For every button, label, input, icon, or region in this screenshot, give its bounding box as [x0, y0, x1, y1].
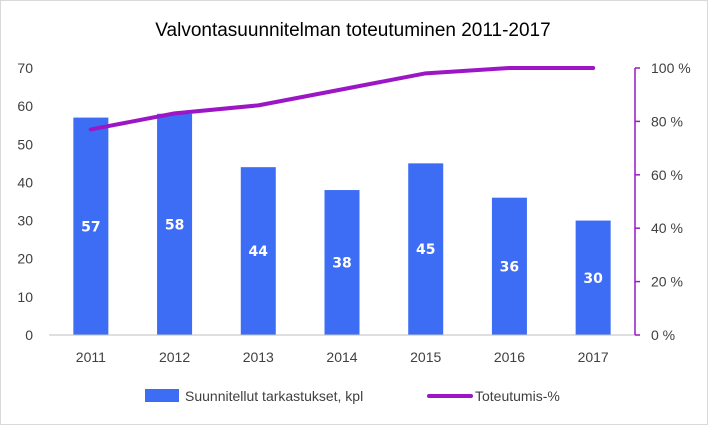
right-y-tick-label: 80 % — [651, 113, 683, 129]
left-y-tick-label: 40 — [17, 174, 33, 190]
bar-value-label: 57 — [81, 219, 100, 235]
left-y-tick-label: 60 — [17, 98, 33, 114]
line-point — [174, 112, 176, 114]
left-y-tick-label: 70 — [17, 60, 33, 76]
bar-value-label: 30 — [583, 271, 603, 287]
bar — [240, 167, 276, 335]
bar-data-labels: 57 58 44 38 45 36 30 — [81, 217, 603, 286]
bar-value-label: 58 — [165, 217, 184, 233]
x-tick-label: 2011 — [76, 349, 106, 365]
bar — [324, 190, 360, 335]
left-y-tick-label: 0 — [25, 327, 33, 343]
x-tick-label: 2014 — [326, 349, 357, 365]
left-y-tick-label: 30 — [17, 213, 33, 229]
bar-value-label: 44 — [249, 244, 269, 260]
line-series — [88, 66, 596, 132]
chart-title: Valvontasuunnitelman toteutuminen 2011-2… — [155, 20, 550, 41]
x-tick-label: 2017 — [578, 349, 609, 365]
x-tick-label: 2015 — [410, 349, 441, 365]
legend: Suunnitellut tarkastukset, kpl Toteutumis… — [145, 388, 560, 404]
x-tick-label: 2012 — [159, 349, 190, 365]
line-point — [425, 72, 427, 74]
bar — [491, 197, 527, 335]
left-y-tick-label: 10 — [17, 289, 33, 305]
legend-label-bars: Suunnitellut tarkastukset, kpl — [185, 388, 363, 404]
left-y-tick-label: 20 — [17, 251, 33, 267]
bar-series — [73, 113, 611, 336]
right-y-tick-label: 0 % — [651, 327, 675, 343]
x-tick-label: 2013 — [243, 349, 274, 365]
bar — [575, 220, 611, 335]
legend-label-line: Toteutumis-% — [475, 388, 560, 404]
line-point — [257, 104, 259, 106]
left-y-tick-label: 50 — [17, 136, 33, 152]
right-y-tick-label: 60 % — [651, 167, 683, 183]
line-point — [341, 88, 343, 90]
bar-value-label: 45 — [416, 242, 435, 258]
line-point — [508, 67, 510, 69]
bar-value-label: 38 — [332, 256, 351, 272]
bar — [408, 163, 444, 335]
axes: 0 10 20 30 40 50 60 70 0 % 20 % 40 % 60 % 80 % 100 % 2… — [17, 60, 690, 365]
right-y-tick-label: 40 % — [651, 220, 683, 236]
x-tick-label: 2016 — [494, 349, 525, 365]
line-point — [592, 67, 594, 69]
bar — [73, 117, 109, 335]
line-point — [90, 128, 92, 130]
right-y-tick-label: 20 % — [651, 274, 683, 290]
bar-value-label: 36 — [500, 259, 519, 275]
legend-swatch-bars — [145, 389, 179, 402]
right-y-tick-label: 100 % — [651, 60, 691, 76]
bar — [157, 113, 193, 336]
